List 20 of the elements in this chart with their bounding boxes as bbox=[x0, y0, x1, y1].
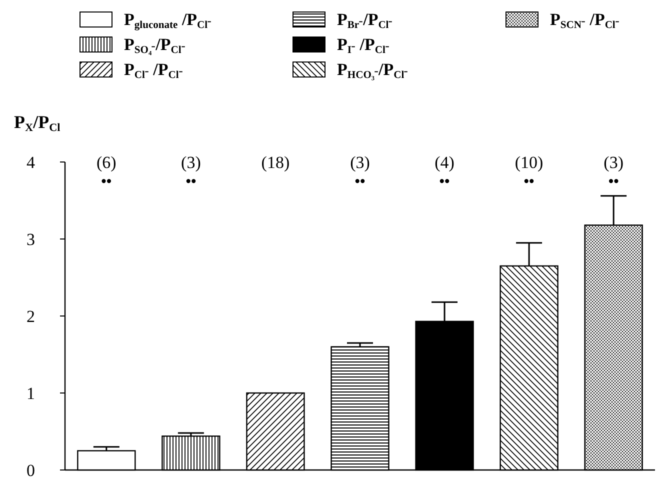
annotation: (3) •• bbox=[350, 153, 370, 190]
legend-label: P$_{gluconate}$ /P$_{Cl⁻}$ bbox=[124, 10, 212, 32]
annotation: (3) •• bbox=[604, 153, 624, 190]
legend-label: P$_{Br⁻}$/P$_{Cl⁻}$ bbox=[337, 10, 393, 32]
y-tick-label: 4 bbox=[26, 152, 36, 172]
annotation: (6) •• bbox=[96, 153, 116, 190]
y-tick-label: 3 bbox=[26, 230, 35, 249]
y-axis-title: P$_{X}$/P$_{Cl}$ bbox=[14, 112, 60, 134]
legend-label: P$_{HCO₃⁻}$/P$_{Cl⁻}$ bbox=[337, 60, 408, 82]
annotation: (18) bbox=[261, 153, 290, 172]
legend-label: P$_{Cl⁻}$ /P$_{Cl⁻}$ bbox=[124, 60, 183, 82]
annotation: (10) •• bbox=[514, 153, 544, 190]
annotation: (3) •• bbox=[181, 153, 201, 190]
legend-label: P$_{I⁻}$ /P$_{Cl⁻}$ bbox=[337, 35, 390, 56]
legend-label: P$_{SCN⁻}$ /P$_{Cl⁻}$ bbox=[550, 10, 620, 32]
annotation: (4) •• bbox=[434, 153, 454, 190]
y-tick-label: 1 bbox=[26, 384, 35, 403]
legend-label: P$_{SO₄⁻}$/P$_{Cl⁻}$ bbox=[124, 35, 186, 56]
y-tick-label: 2 bbox=[26, 306, 35, 326]
y-tick-label: 0 bbox=[26, 460, 35, 480]
